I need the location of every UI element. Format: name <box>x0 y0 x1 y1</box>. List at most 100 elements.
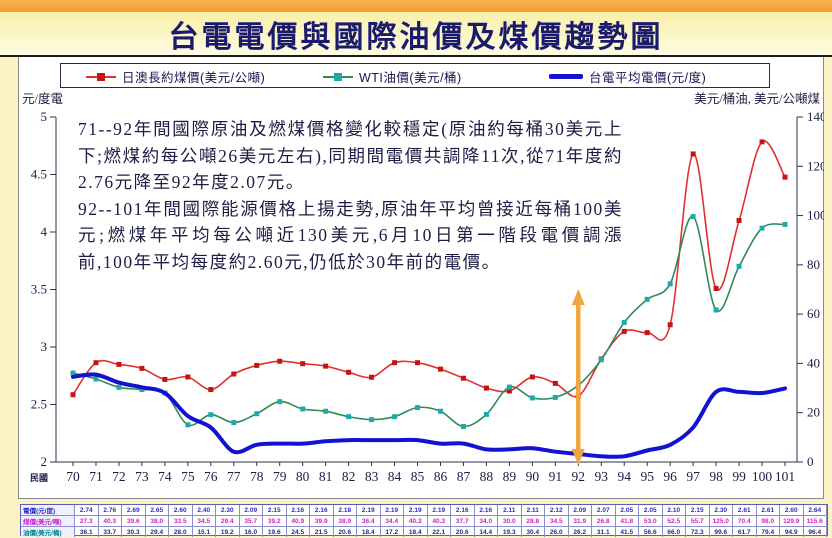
svg-text:77: 77 <box>227 469 241 484</box>
right-axis-unit-label: 美元/桶油, 美元/公噸煤 <box>694 91 820 106</box>
svg-text:79: 79 <box>273 469 287 484</box>
table-cell: 19.3 <box>498 527 522 537</box>
svg-text:4: 4 <box>41 224 48 239</box>
table-cell: 2.40 <box>192 505 216 516</box>
table-cell: 129.9 <box>780 516 804 527</box>
svg-text:4.5: 4.5 <box>31 167 47 182</box>
table-cell: 38.0 <box>145 516 169 527</box>
table-cell: 2.11 <box>498 505 522 516</box>
legend-item-oil: WTI油價(美元/桶) <box>323 64 462 89</box>
svg-text:100: 100 <box>752 469 773 484</box>
table-cell: 2.16 <box>286 505 310 516</box>
table-cell: 20.6 <box>451 527 475 537</box>
table-cell: 2.69 <box>122 505 146 516</box>
table-cell: 2.19 <box>380 505 404 516</box>
svg-text:3.5: 3.5 <box>31 282 47 297</box>
table-cell: 33.5 <box>169 516 193 527</box>
table-cell: 2.74 <box>75 505 99 516</box>
svg-text:80: 80 <box>296 469 310 484</box>
table-cell: 41.5 <box>616 527 639 537</box>
chart-panel <box>18 57 824 499</box>
table-cell: 66.0 <box>663 527 686 537</box>
data-table: 電價(元/度) 2.74 2.76 2.69 2.65 2.60 2.40 2.30 2.09 2… <box>20 504 828 537</box>
svg-text:83: 83 <box>365 469 379 484</box>
table-cell: 2.60 <box>169 505 193 516</box>
table-cell: 96.4 <box>804 527 827 537</box>
svg-text:98: 98 <box>709 469 723 484</box>
svg-text:92: 92 <box>572 469 586 484</box>
table-cell: 2.11 <box>521 505 545 516</box>
electricity-line-icon <box>549 74 583 79</box>
table-cell: 2.19 <box>357 505 381 516</box>
svg-text:72: 72 <box>112 469 126 484</box>
svg-text:2.5: 2.5 <box>31 397 47 412</box>
table-cell: 2.60 <box>780 505 804 516</box>
legend-label-electricity: 台電平均電價(元/度) <box>589 71 707 85</box>
oil-marker-icon <box>334 72 342 81</box>
svg-text:75: 75 <box>181 469 195 484</box>
table-cell: 28.8 <box>521 516 545 527</box>
svg-text:81: 81 <box>319 469 333 484</box>
table-cell: 39.9 <box>310 516 334 527</box>
svg-text:80: 80 <box>807 257 820 272</box>
svg-text:71: 71 <box>89 469 103 484</box>
svg-text:86: 86 <box>434 469 448 484</box>
table-cell: 2.05 <box>615 505 639 516</box>
table-cell: 38.9 <box>333 516 357 527</box>
table-cell: 31.9 <box>568 516 592 527</box>
table-cell: 18.4 <box>404 527 428 537</box>
table-cell: 70.4 <box>733 516 757 527</box>
svg-text:96: 96 <box>663 469 677 484</box>
svg-text:5: 5 <box>41 109 48 124</box>
table-cell: 2.16 <box>474 505 498 516</box>
annotation-paragraph-2: 92--101年間國際能源價格上揚走勢,原油年平均曾接近每桶100美元;燃煤年平… <box>78 198 623 272</box>
table-cell: 41.8 <box>615 516 639 527</box>
svg-text:120: 120 <box>807 158 824 173</box>
table-cell: 18.4 <box>357 527 381 537</box>
svg-text:100: 100 <box>807 208 824 223</box>
table-cell: 29.4 <box>216 516 240 527</box>
table-cell: 55.7 <box>686 516 710 527</box>
table-row-label: 煤價(美元/噸) <box>21 516 75 527</box>
table-cell: 29.4 <box>146 527 169 537</box>
svg-text:2: 2 <box>41 454 48 469</box>
svg-text:89: 89 <box>503 469 517 484</box>
table-cell: 17.2 <box>381 527 404 537</box>
table-cell: 22.1 <box>428 527 451 537</box>
table-cell: 2.18 <box>333 505 357 516</box>
table-cell: 53.0 <box>639 516 663 527</box>
svg-text:76: 76 <box>204 469 218 484</box>
svg-text:87: 87 <box>457 469 471 484</box>
svg-text:60: 60 <box>807 306 820 321</box>
svg-text:0: 0 <box>807 454 814 469</box>
table-cell: 40.3 <box>427 516 451 527</box>
annotation-text: 71--92年間國際原油及燃煤價格變化較穩定(原油約每桶30美元上下;燃煤約每公… <box>78 116 623 275</box>
svg-text:101: 101 <box>775 469 795 484</box>
svg-text:20: 20 <box>807 405 820 420</box>
table-row: 電價(元/度) 2.74 2.76 2.69 2.65 2.60 2.40 2.30 2.09 2… <box>21 505 827 516</box>
table-cell: 2.61 <box>733 505 757 516</box>
table-cell: 2.76 <box>98 505 122 516</box>
table-row: 油價(美元/桶) 36.1 33.7 30.3 29.4 28.0 15.1 19.2 16.0… <box>21 527 827 537</box>
table-cell: 2.19 <box>404 505 428 516</box>
table-cell: 2.05 <box>639 505 663 516</box>
axes: 5 4.5 4 3.5 3 2.5 2 140 120 100 80 60 40 20 0 70 71 72 73 7… <box>31 109 824 484</box>
table-cell: 19.2 <box>216 527 240 537</box>
legend-label-oil: WTI油價(美元/桶) <box>359 71 462 85</box>
table-cell: 31.1 <box>592 527 616 537</box>
oil-line-icon <box>323 72 353 81</box>
svg-text:84: 84 <box>388 469 402 484</box>
svg-text:78: 78 <box>250 469 264 484</box>
table-row-label: 油價(美元/桶) <box>21 527 75 537</box>
table-cell: 36.1 <box>75 527 99 537</box>
table-cell: 2.09 <box>239 505 263 516</box>
table-cell: 2.30 <box>709 505 733 516</box>
coal-marker-icon <box>97 72 105 81</box>
table-row: 煤價(美元/噸) 27.3 40.3 39.6 38.0 33.5 34.5 29.4 35.7… <box>21 516 827 527</box>
table-cell: 2.07 <box>592 505 616 516</box>
table-cell: 26.2 <box>569 527 592 537</box>
svg-text:91: 91 <box>549 469 563 484</box>
table-cell: 2.16 <box>451 505 475 516</box>
table-cell: 2.12 <box>545 505 569 516</box>
svg-text:40: 40 <box>807 355 820 370</box>
